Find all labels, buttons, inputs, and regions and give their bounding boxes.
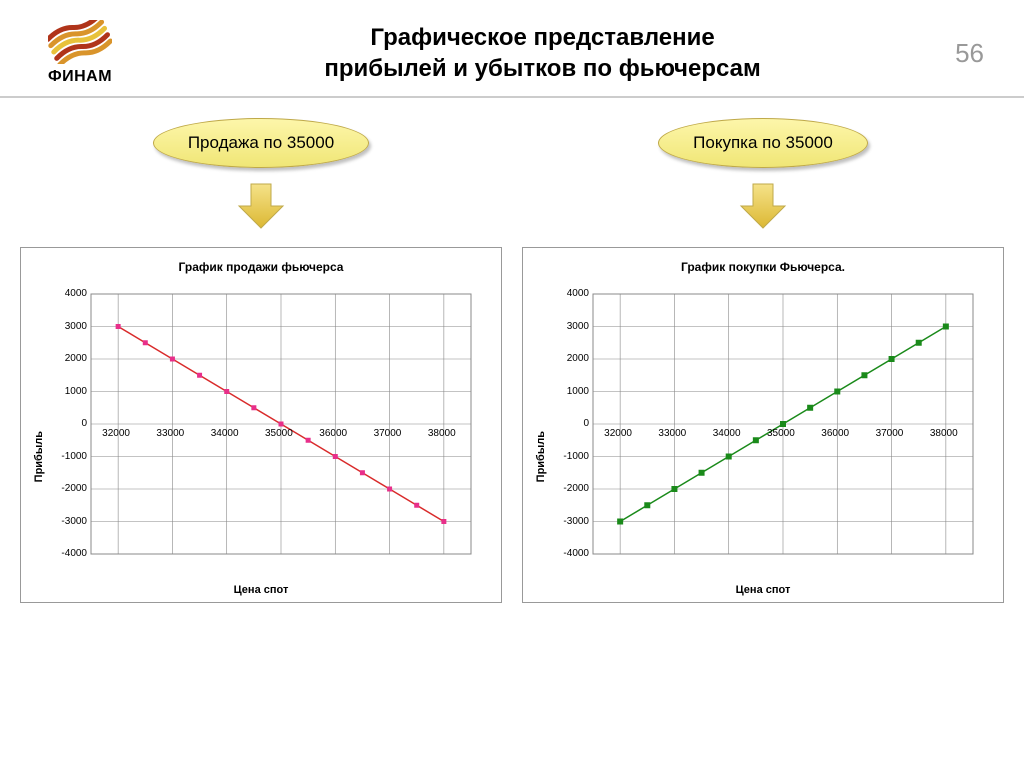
x-tick-label: 35000 (767, 428, 795, 439)
x-tick-label: 38000 (930, 428, 958, 439)
y-tick-label: -1000 (563, 451, 589, 462)
x-tick-label: 37000 (374, 428, 402, 439)
x-tick-label: 36000 (821, 428, 849, 439)
sell-label-ellipse: Продажа по 35000 (153, 118, 369, 168)
sell-chart-title: График продажи фьючерса (27, 260, 495, 274)
buy-chart-box: График покупки Фьючерса. 32000 33000 34000… (522, 247, 1004, 603)
logo: ФИНАМ (30, 20, 130, 86)
y-tick-label: 4000 (65, 288, 87, 299)
buy-chart-xlabel: Цена спот (529, 584, 997, 596)
sell-label-text: Продажа по 35000 (188, 133, 334, 152)
content-area: Продажа по 35000 График продажи фьючерса… (0, 98, 1024, 613)
y-tick-label: 1000 (567, 386, 589, 397)
buy-label-ellipse: Покупка по 35000 (658, 118, 868, 168)
buy-chart: 32000 33000 34000 35000 36000 37000 38000 -4000… (543, 284, 983, 578)
y-tick-label: 1000 (65, 386, 87, 397)
y-tick-label: 0 (81, 418, 87, 429)
x-tick-label: 33000 (156, 428, 184, 439)
sell-chart-box: График продажи фьючерса 3200033000340003… (20, 247, 502, 603)
x-tick-label: 36000 (319, 428, 347, 439)
x-tick-label: 34000 (211, 428, 239, 439)
y-tick-label: 3000 (567, 321, 589, 332)
y-tick-label: -4000 (61, 548, 87, 559)
y-tick-label: -3000 (563, 516, 589, 527)
logo-waves-icon (48, 20, 112, 64)
y-tick-label: 2000 (567, 353, 589, 364)
sell-chart-xlabel: Цена спот (27, 584, 495, 596)
y-tick-label: -1000 (61, 451, 87, 462)
arrow-down-icon (522, 178, 1004, 239)
buy-chart-title: График покупки Фьючерса. (529, 260, 997, 274)
y-tick-label: -3000 (61, 516, 87, 527)
y-tick-label: -4000 (563, 548, 589, 559)
left-column: Продажа по 35000 График продажи фьючерса… (20, 118, 502, 603)
title-line-2: прибылей и убытков по фьючерсам (324, 55, 760, 82)
y-tick-label: 2000 (65, 353, 87, 364)
page-title: Графическое представление прибылей и убы… (130, 22, 955, 84)
page-number: 56 (955, 38, 994, 69)
sell-chart: 32000 33000 34000 35000 36000 37000 38000 -4000… (41, 284, 481, 578)
x-tick-label: 32000 (102, 428, 130, 439)
logo-text: ФИНАМ (30, 68, 130, 86)
arrow-down-icon (20, 178, 502, 239)
chart-ylabel: Прибыль (535, 431, 547, 482)
x-tick-label: 35000 (265, 428, 293, 439)
chart-ylabel: Прибыль (33, 431, 45, 482)
x-tick-label: 33000 (658, 428, 686, 439)
title-line-1: Графическое представление (370, 24, 714, 51)
x-tick-label: 34000 (713, 428, 741, 439)
header: ФИНАМ Графическое представление прибылей… (0, 0, 1024, 98)
x-tick-label: 32000 (604, 428, 632, 439)
x-tick-label: 38000 (428, 428, 456, 439)
x-tick-label: 37000 (876, 428, 904, 439)
y-tick-label: -2000 (563, 483, 589, 494)
right-column: Покупка по 35000 График покупки Фьючерса… (522, 118, 1004, 603)
y-tick-label: 3000 (65, 321, 87, 332)
buy-label-text: Покупка по 35000 (693, 133, 833, 152)
y-tick-label: -2000 (61, 483, 87, 494)
y-tick-label: 0 (583, 418, 589, 429)
y-tick-label: 4000 (567, 288, 589, 299)
